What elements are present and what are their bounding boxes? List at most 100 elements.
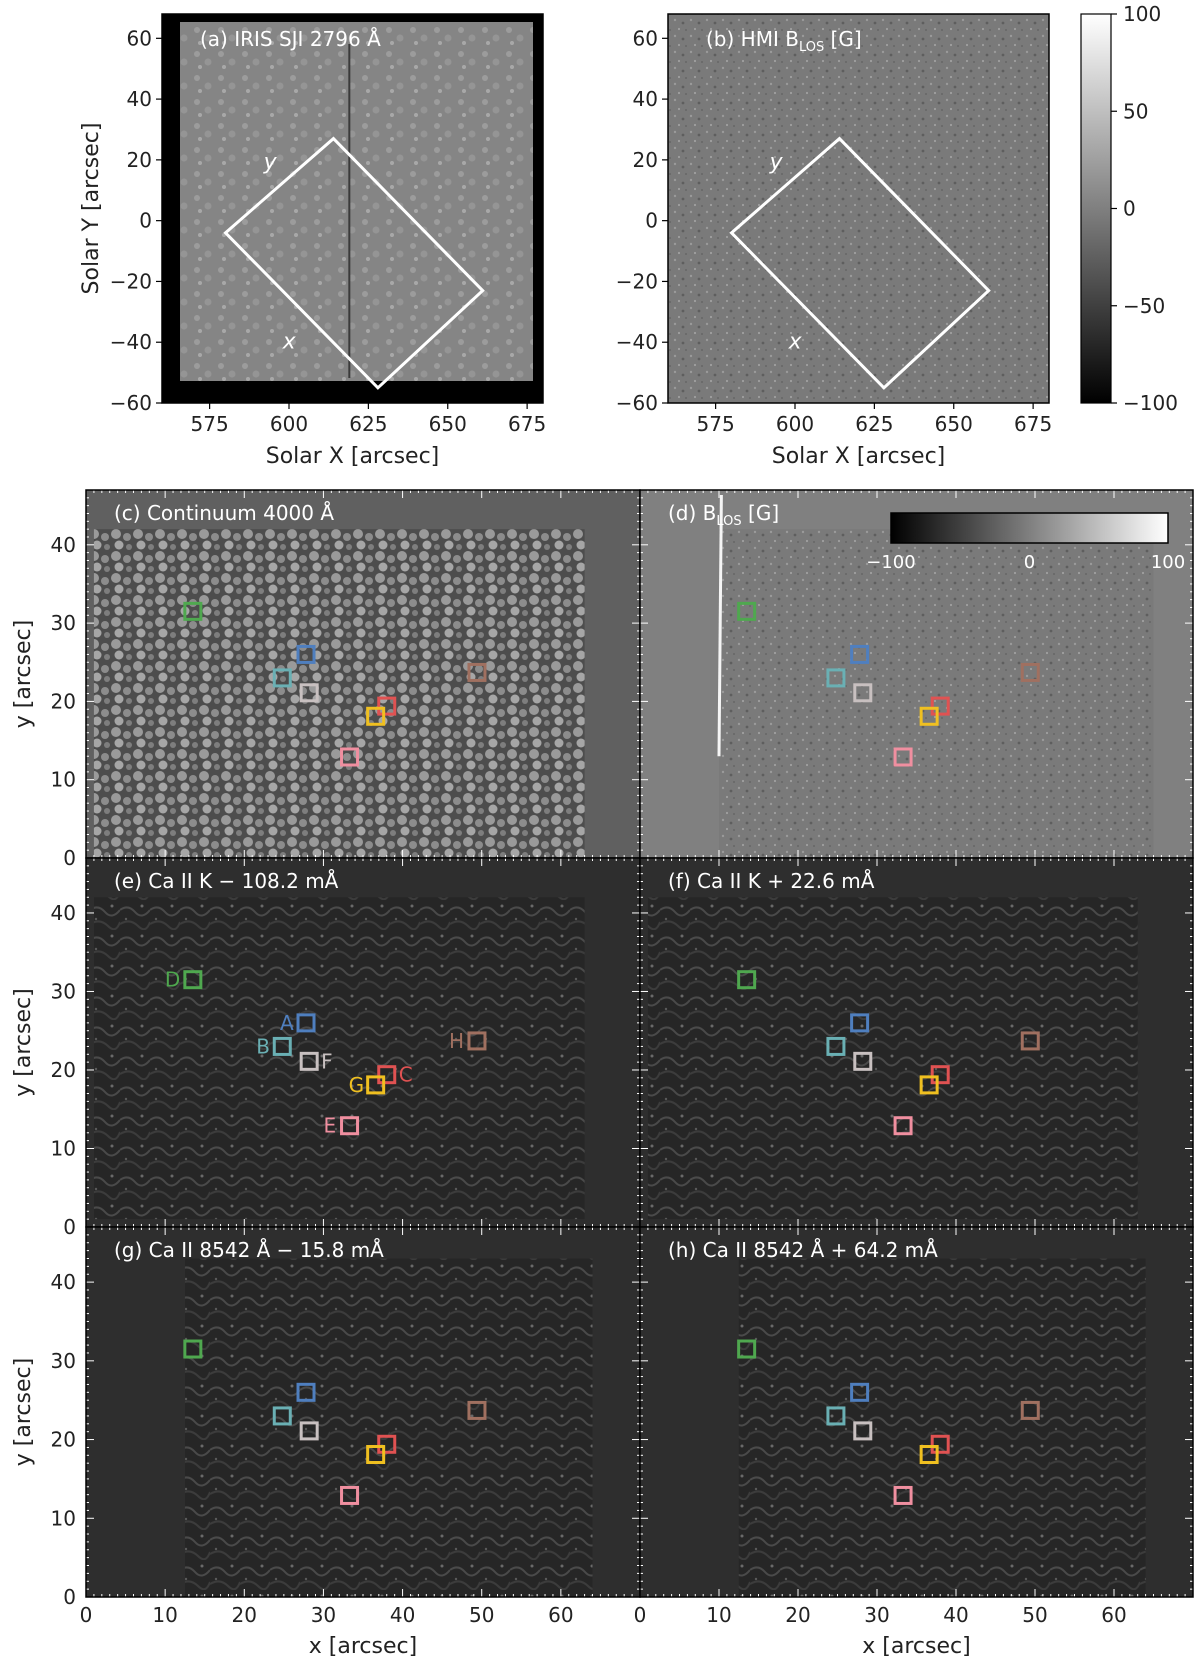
y-tick-label: 0 [63, 846, 76, 870]
x-tick-label: 20 [232, 1603, 257, 1627]
marker-label-A: A [280, 1011, 294, 1035]
fov-box [729, 136, 991, 390]
y-tick-label: 40 [51, 533, 76, 557]
marker-label-C: C [399, 1063, 413, 1087]
marker-A [850, 1382, 870, 1402]
marker-G [919, 1075, 939, 1095]
marker-D [737, 601, 757, 621]
marker-E [340, 747, 360, 767]
y-tick-label: 0 [645, 209, 658, 233]
marker-label-B: B [256, 1034, 270, 1058]
x-tick-label: 625 [349, 412, 387, 436]
x-axis-label: Solar X [arcsec] [772, 444, 946, 469]
y-tick-label: 20 [51, 1058, 76, 1082]
y-tick-label: −60 [110, 391, 152, 415]
colorbar-tick-label: −50 [1123, 294, 1165, 318]
fov-y-label: y [263, 150, 278, 175]
y-tick-label: 0 [63, 1585, 76, 1609]
marker-B [272, 1406, 292, 1426]
panel-title: (d) BLOS [G] [668, 501, 779, 529]
marker-F [853, 683, 873, 703]
colorbar-b: 100 50 0 −50 −100 [1080, 2, 1178, 415]
y-tick-label: 20 [51, 689, 76, 713]
colorbar-tick-label: 100 [1123, 2, 1161, 26]
marker-B [272, 668, 292, 688]
y-tick-label: −40 [110, 330, 152, 354]
x-tick-label: 40 [943, 1603, 968, 1627]
x-tick-label: 30 [311, 1603, 336, 1627]
panel-title: (h) Ca II 8542 Å + 64.2 mÅ [668, 1238, 938, 1262]
marker-F [299, 1421, 319, 1441]
marker-B [826, 668, 846, 688]
edge-artifact [717, 494, 723, 757]
x-tick-label: 675 [508, 412, 546, 436]
panel-title: (e) Ca II K − 108.2 mÅ [114, 869, 339, 893]
marker-D [737, 1339, 757, 1359]
marker-label-D: D [165, 968, 180, 992]
y-tick-label: 20 [127, 148, 152, 172]
image [719, 529, 1154, 858]
y-tick-label: 10 [51, 1506, 76, 1530]
x-axis-label: Solar X [arcsec] [266, 444, 440, 469]
marker-G [919, 706, 939, 726]
x-tick-label: 30 [864, 1603, 889, 1627]
marker-H [467, 1400, 487, 1420]
panel-title: (a) IRIS SJI 2796 Å [200, 27, 381, 51]
y-tick-label: 40 [51, 1270, 76, 1294]
x-tick-label: 675 [1014, 412, 1052, 436]
y-tick-label: 40 [51, 901, 76, 925]
marker-H [467, 1031, 487, 1051]
y-tick-label: 10 [51, 768, 76, 792]
x-tick-label: 60 [548, 1603, 573, 1627]
y-tick-label: 40 [633, 87, 658, 111]
marker-G [366, 706, 386, 726]
y-tick-label: −60 [616, 391, 658, 415]
marker-D [183, 601, 203, 621]
y-axis-label: y [arcsec] [11, 620, 36, 728]
x-axis-label: x [arcsec] [309, 1634, 417, 1659]
panel-c: (c) Continuum 4000 Å 0 10 20 30 40 y [arcsec] [11, 489, 641, 870]
y-tick-label: 0 [63, 1215, 76, 1239]
colorbar-tick-label: 50 [1123, 99, 1148, 123]
marker-C [377, 696, 397, 716]
marker-label-H: H [449, 1029, 464, 1053]
panel-e: (e) Ca II K − 108.2 mÅ AB C D E FG H 0 10 20 30 40 y… [11, 857, 641, 1239]
x-tick-label: 0 [80, 1603, 93, 1627]
marker-C [377, 1434, 397, 1454]
x-tick-label: 600 [270, 412, 308, 436]
marker-C [930, 1065, 950, 1085]
marker-F [853, 1051, 873, 1071]
marker-D [183, 1339, 203, 1359]
image [738, 1258, 1146, 1597]
marker-E [893, 747, 913, 767]
marker-D [183, 970, 203, 990]
marker-A [296, 1382, 316, 1402]
x-tick-label: 600 [776, 412, 814, 436]
y-tick-label: 20 [51, 1428, 76, 1452]
marker-A [850, 1013, 870, 1033]
image [93, 897, 585, 1220]
marker-B [272, 1036, 292, 1056]
colorbar-tick-label: −100 [1123, 391, 1178, 415]
panel-title: (c) Continuum 4000 Å [114, 501, 334, 525]
fov-y-label: y [769, 150, 784, 175]
image [668, 14, 1049, 403]
colorbar-d [890, 512, 1169, 544]
marker-B [826, 1406, 846, 1426]
y-tick-label: 10 [51, 1136, 76, 1160]
x-tick-label: 10 [706, 1603, 731, 1627]
panel-title: (g) Ca II 8542 Å − 15.8 mÅ [114, 1238, 384, 1262]
y-tick-label: −20 [110, 269, 152, 293]
colorbar-d-tick-label: 100 [1151, 552, 1185, 573]
x-tick-label: 50 [1022, 1603, 1047, 1627]
marker-label-E: E [324, 1114, 337, 1138]
panel-title: (f) Ca II K + 22.6 mÅ [668, 869, 875, 893]
marker-E [340, 1485, 360, 1505]
y-axis-label: y [arcsec] [11, 1358, 36, 1466]
x-tick-label: 650 [429, 412, 467, 436]
marker-H [467, 662, 487, 682]
image [180, 22, 533, 381]
marker-E [893, 1116, 913, 1136]
